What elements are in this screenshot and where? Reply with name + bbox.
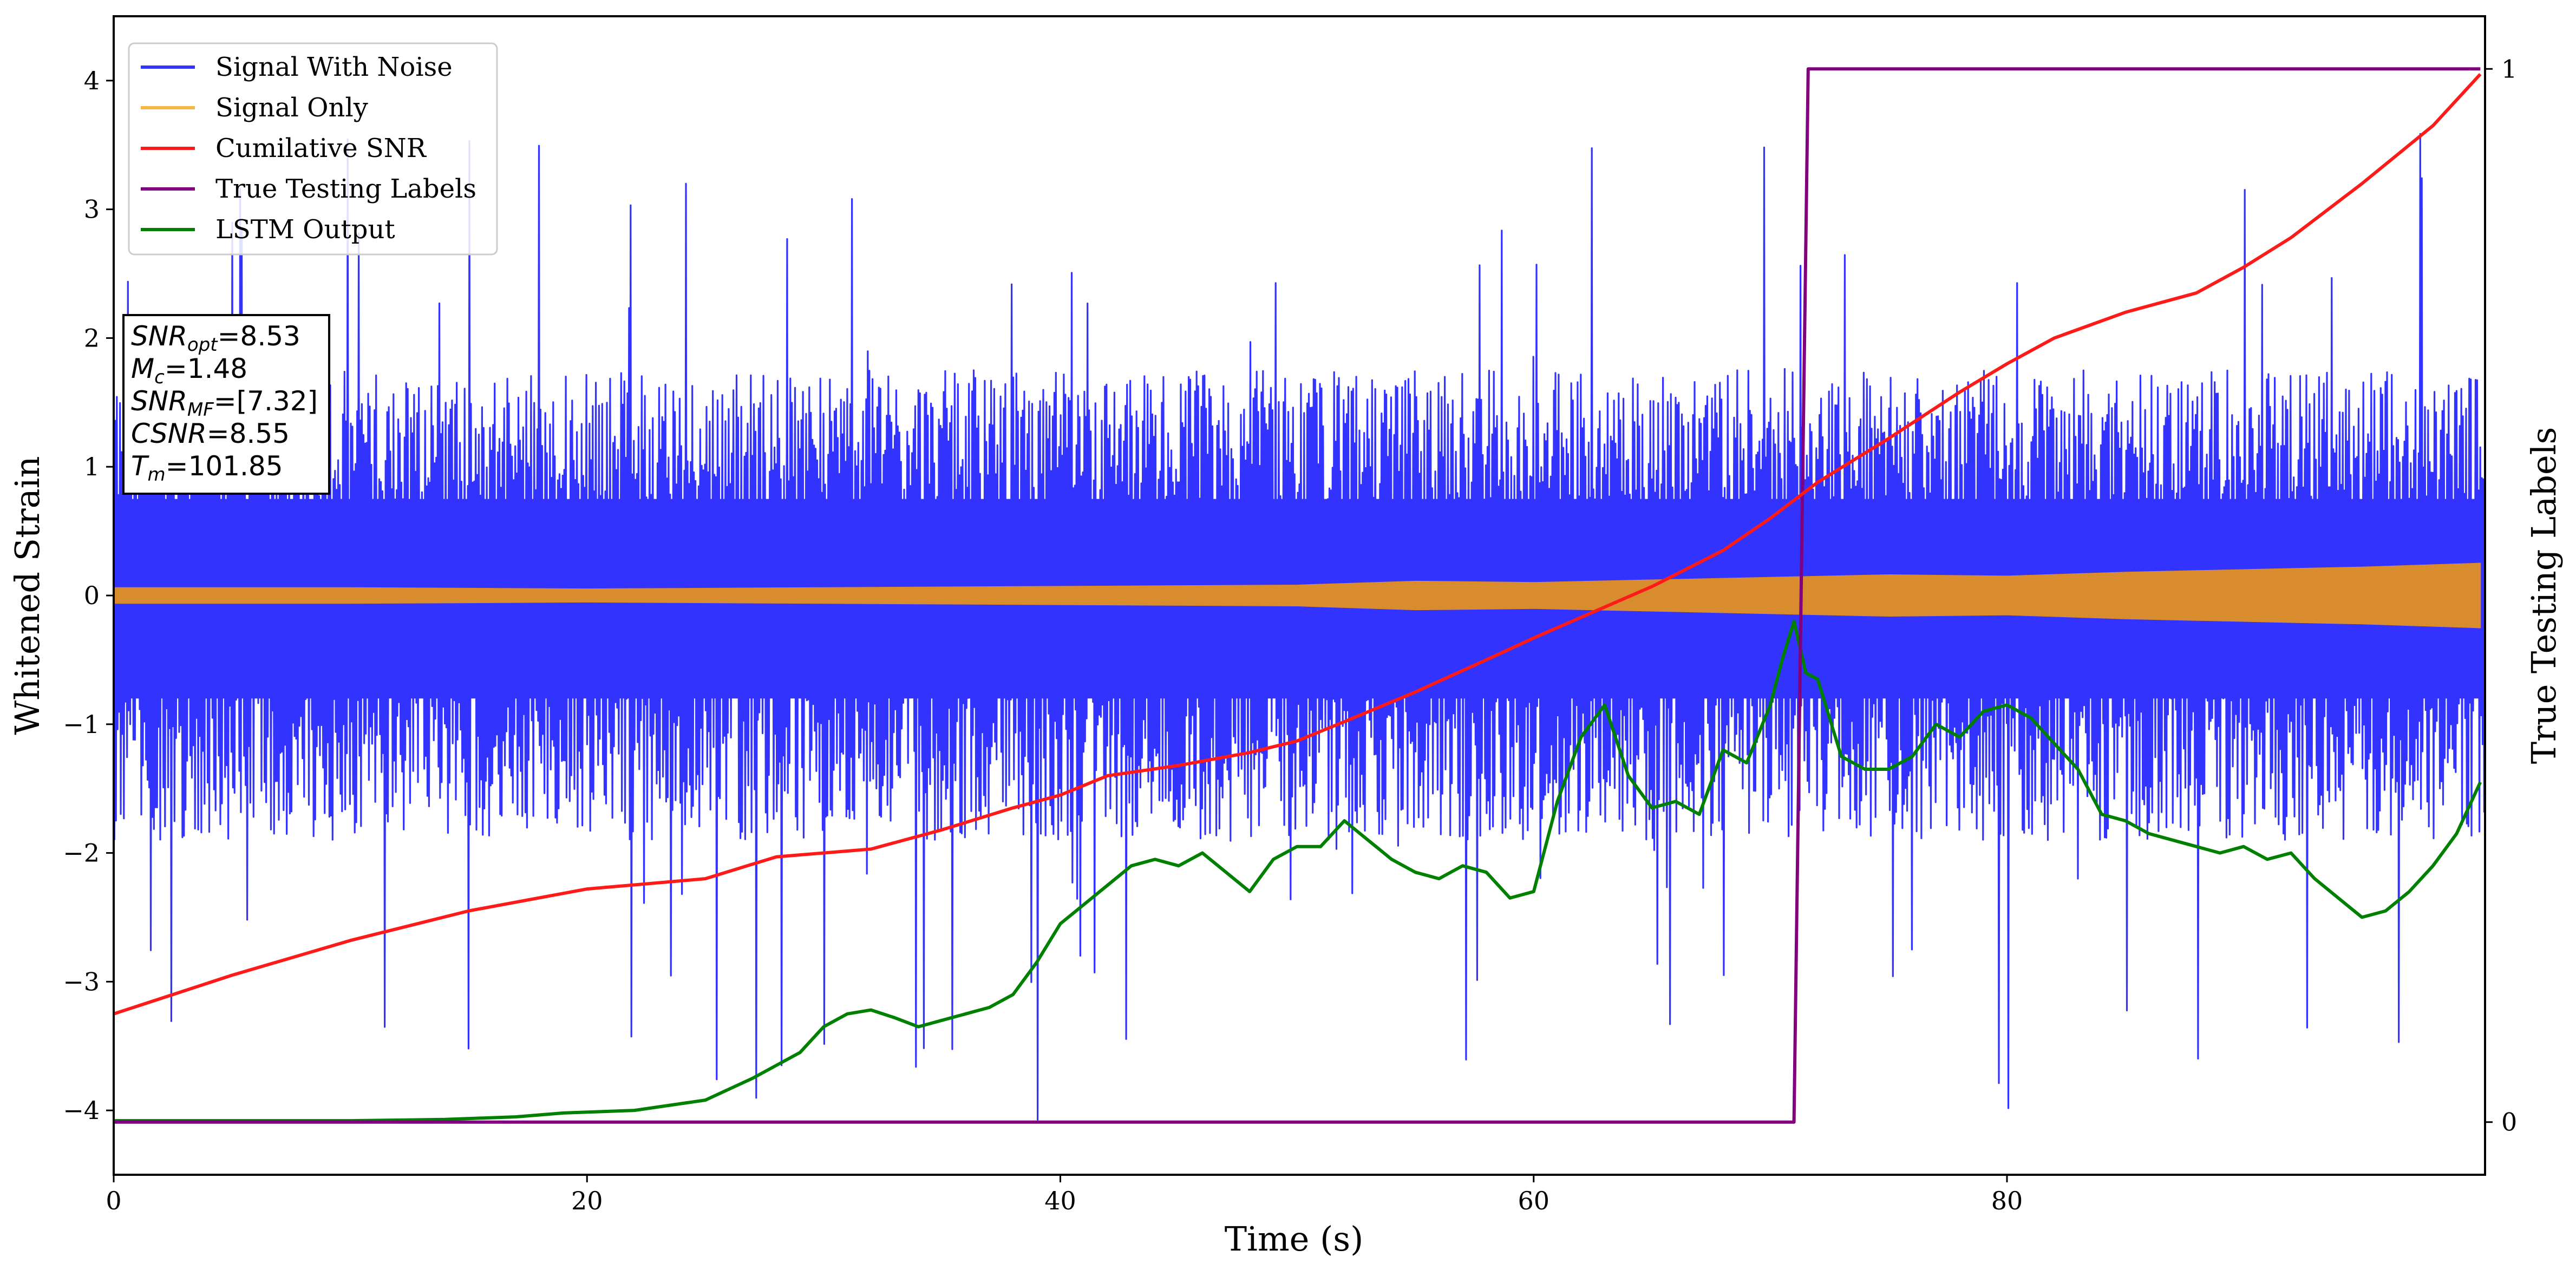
signal-with-noise-series [114,133,2485,1121]
signal-only-envelope [114,562,2481,629]
y-axis-title: Whitened Strain [8,456,47,735]
line-series-group [114,67,2482,1124]
y2-tick-label: 0 [2501,1108,2517,1137]
y-tick-label: 4 [84,66,100,95]
info-line: CSNR=8.55 [131,418,290,449]
y-tick-label: 1 [84,452,100,481]
legend-label: LSTM Output [215,214,395,245]
x-tick-label: 60 [1518,1186,1549,1215]
info-line: Tm=101.85 [131,450,283,486]
y2-tick-label: 1 [2501,54,2517,83]
x-tick-label: 40 [1044,1186,1076,1215]
lstm-output-line [114,619,2482,1123]
cumilative-snr-line [114,73,2482,1016]
y-tick-label: −1 [63,710,100,739]
legend: Signal With Noise Signal Only Cumilative S… [128,42,498,256]
noise-trace [114,133,2485,1121]
parameter-info-box: SNRopt=8.53Mc=1.48SNRMF=[7.32]CSNR=8.55T… [122,314,330,495]
signal-only-series [114,562,2481,629]
legend-label: Signal With Noise [215,52,453,82]
legend-label: Signal Only [215,93,368,123]
y-tick-label: −4 [63,1096,100,1125]
x-axis-title: Time (s) [1225,1219,1364,1259]
legend-frame [128,42,498,256]
x-tick-label: 20 [571,1186,603,1215]
y-tick-label: −2 [63,839,100,868]
y-tick-label: 2 [84,323,100,352]
true-testing-labels-line [114,67,2481,1124]
info-line: Mc=1.48 [131,353,247,388]
x-tick-label: 0 [106,1186,121,1215]
legend-label: Cumilative SNR [215,133,427,163]
info-line: SNRMF=[7.32] [131,385,318,421]
y-tick-label: 0 [84,581,100,610]
y-tick-label: −3 [63,967,100,996]
x-tick-label: 80 [1991,1186,2023,1215]
info-box-frame [122,314,330,495]
y2-axis-title: True Testing Labels [2524,427,2564,764]
y-tick-label: 3 [84,195,100,224]
legend-label: True Testing Labels [215,174,476,204]
info-line: SNRopt=8.53 [131,320,300,356]
